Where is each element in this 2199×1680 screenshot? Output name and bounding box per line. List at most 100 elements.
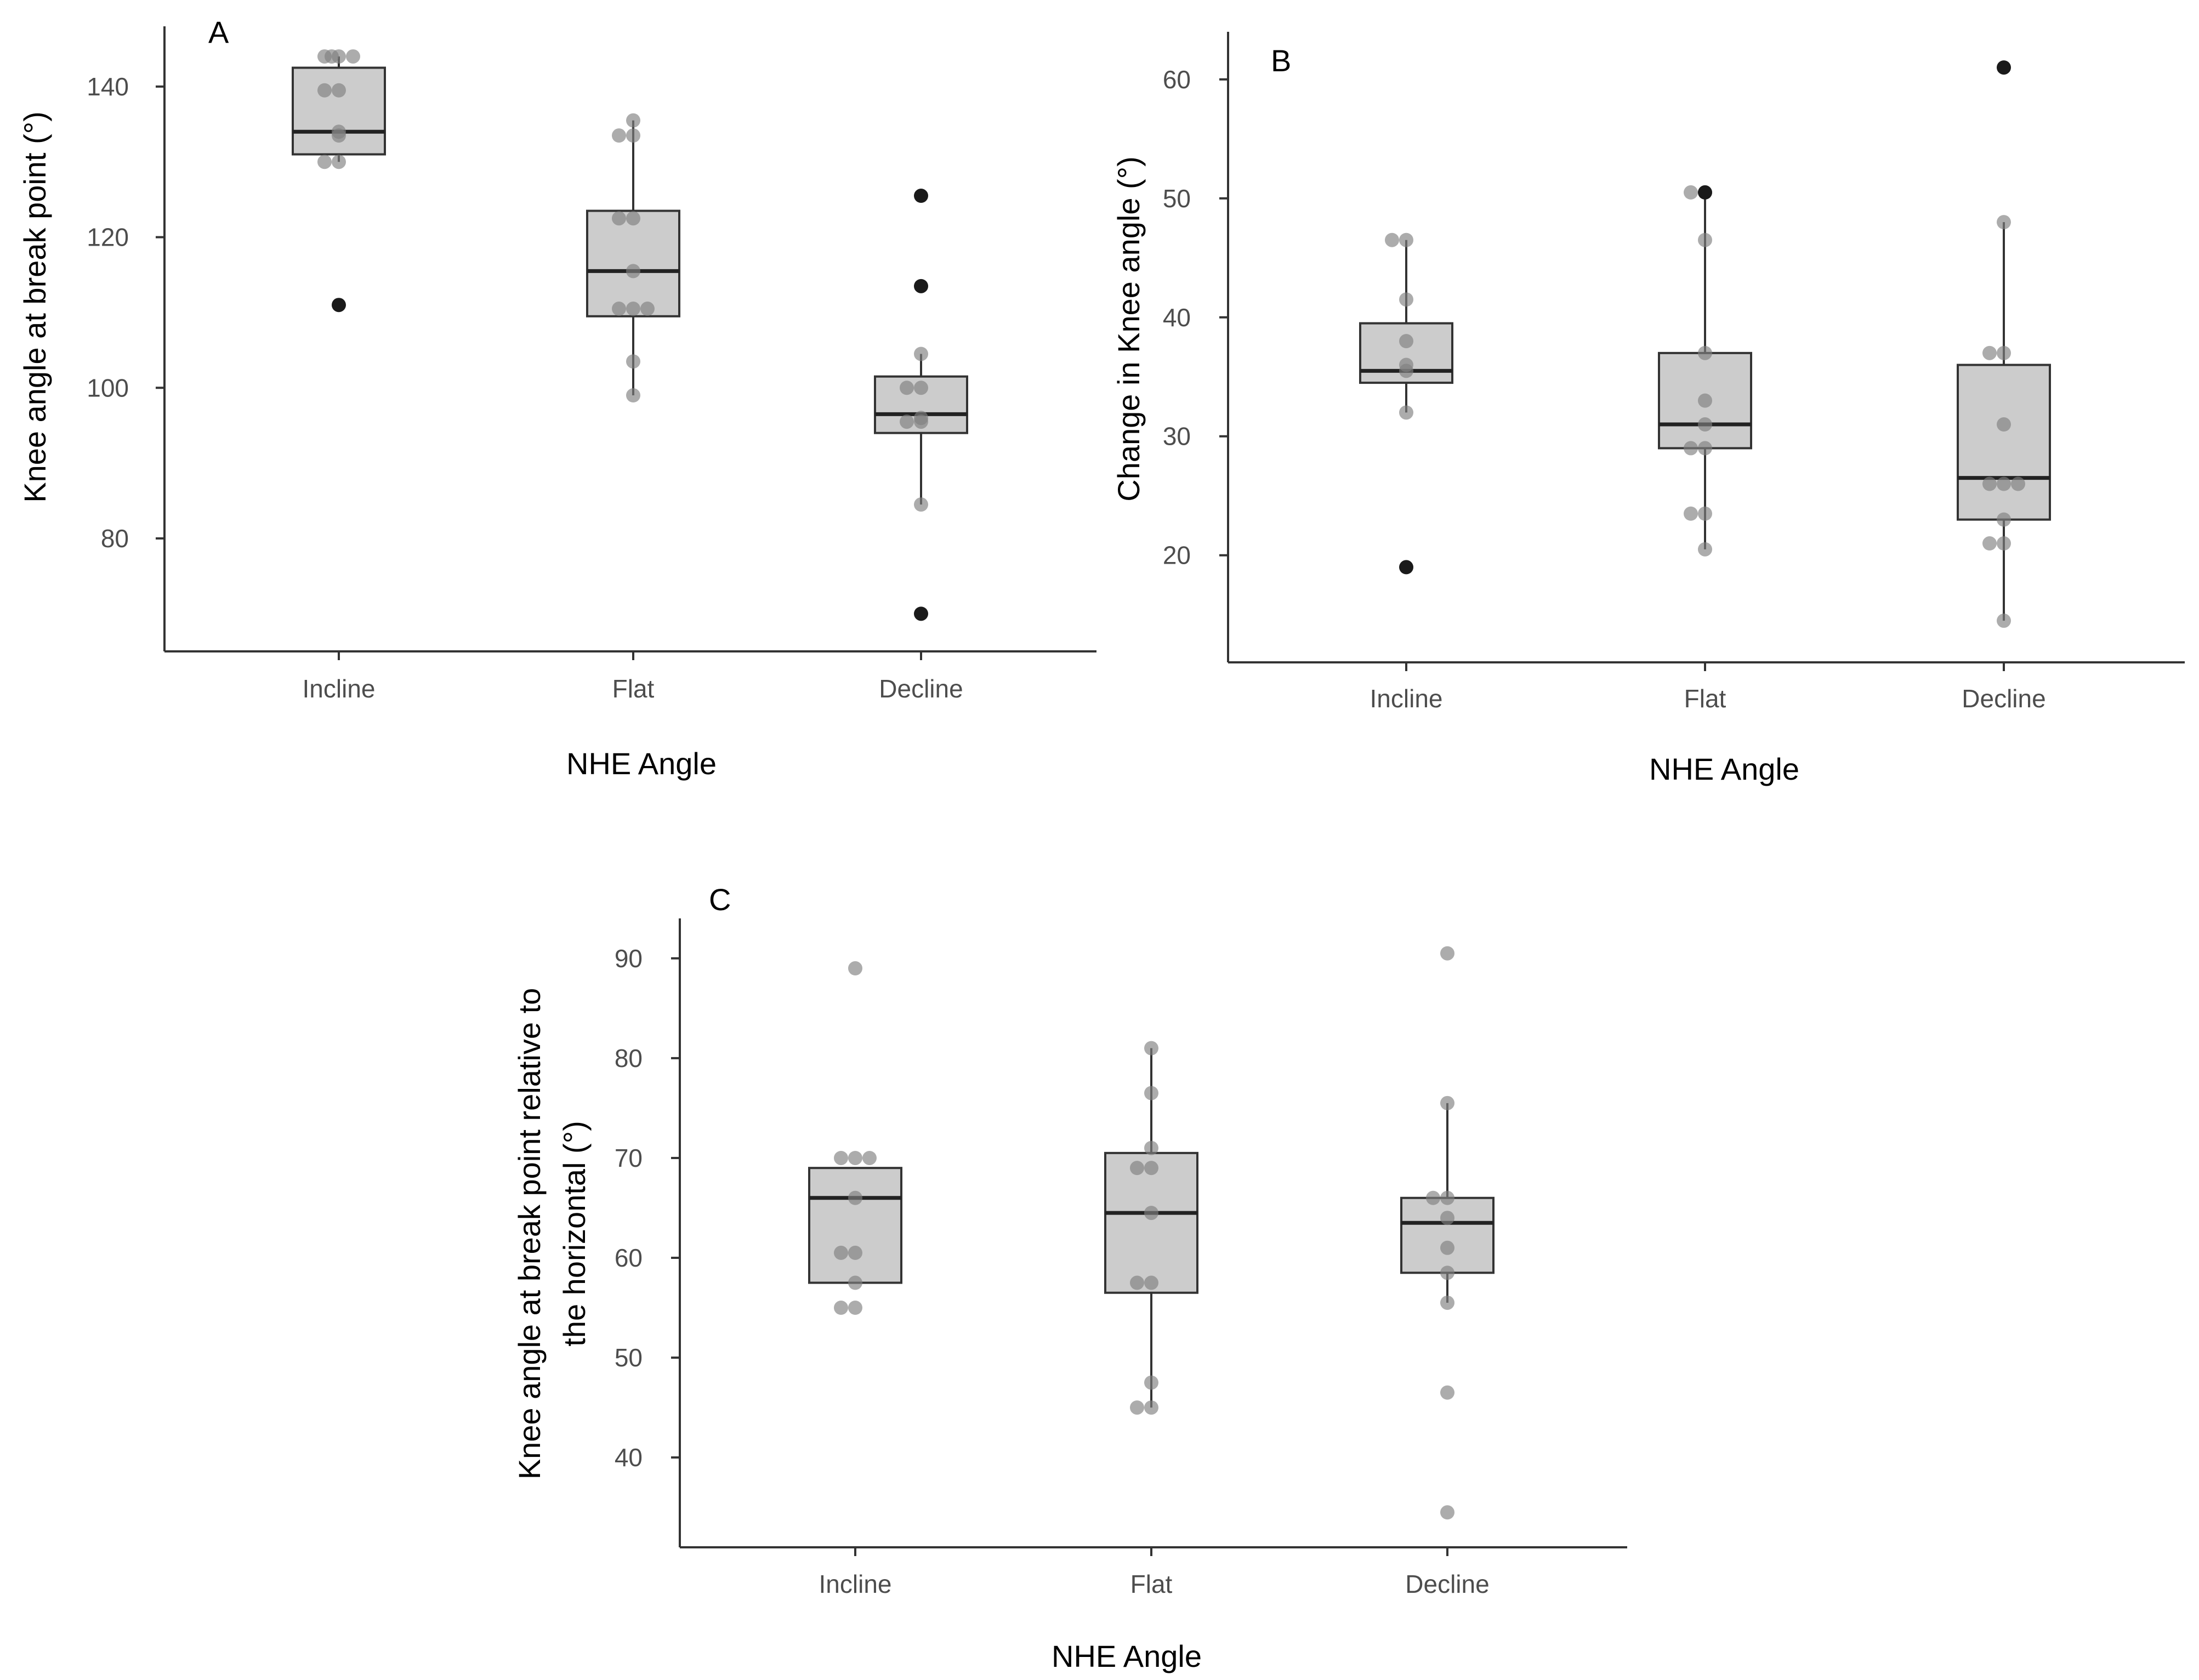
data-point — [626, 211, 640, 226]
data-point — [1399, 334, 1413, 349]
data-point — [612, 302, 626, 316]
chart-panel-c: 40 50 60 70 80 90 Incline Flat Decline C NHE Angle… — [512, 882, 1627, 1673]
x-tick-label-flat: Flat — [612, 674, 655, 703]
data-point — [640, 302, 655, 316]
data-point — [1982, 536, 1997, 551]
data-point — [332, 83, 346, 98]
data-point — [2011, 476, 2025, 491]
data-point — [1698, 232, 1712, 247]
data-point — [1399, 232, 1413, 247]
data-point — [1698, 542, 1712, 557]
data-point — [1698, 506, 1712, 521]
y-tick-label: 30 — [1163, 422, 1191, 451]
data-point — [1997, 614, 2011, 628]
y-tick-label: 80 — [101, 524, 129, 553]
data-point — [626, 302, 640, 316]
data-point — [1144, 1206, 1158, 1221]
x-tick-label-incline: Incline — [819, 1570, 892, 1598]
data-point — [626, 354, 640, 369]
data-point — [834, 1301, 848, 1315]
chart-panel-a: 80 100 120 140 Incline Flat Decline A NHE Angle K… — [18, 15, 1096, 781]
data-point — [1440, 1265, 1454, 1280]
x-axis-title: NHE Angle — [1649, 752, 1799, 786]
data-point — [612, 128, 626, 143]
box-flat — [586, 209, 680, 317]
x-tick-label-decline: Decline — [1962, 684, 2045, 713]
outlier-point — [332, 298, 346, 313]
panel-label: C — [709, 882, 731, 917]
y-axis-title-line: Change in Knee angle (°) — [1111, 156, 1146, 501]
data-point — [325, 49, 339, 64]
data-point — [848, 961, 862, 976]
data-point — [1440, 946, 1454, 961]
data-point — [317, 83, 332, 98]
y-axis-title-line: the horizontal (°) — [557, 1121, 592, 1346]
y-axis-title-line: Knee angle at break point (°) — [18, 111, 52, 503]
data-point — [332, 155, 346, 169]
data-point — [1385, 232, 1399, 247]
panel-label: B — [1271, 43, 1291, 78]
data-point — [834, 1245, 848, 1260]
data-point — [1130, 1400, 1144, 1415]
data-point — [848, 1190, 862, 1205]
data-point — [1144, 1140, 1158, 1155]
y-tick-label: 60 — [615, 1244, 643, 1272]
y-tick-label: 40 — [1163, 303, 1191, 332]
outlier-point — [914, 606, 928, 621]
y-axis-title: Knee angle at break point relative to the… — [512, 988, 592, 1480]
data-point — [1144, 1041, 1158, 1055]
data-point — [1440, 1190, 1454, 1205]
data-point — [1399, 364, 1413, 378]
y-tick-label: 50 — [1163, 184, 1191, 213]
data-point — [914, 347, 928, 361]
data-point — [848, 1275, 862, 1290]
data-point — [1130, 1275, 1144, 1290]
data-point — [346, 49, 360, 64]
data-point — [612, 211, 626, 226]
x-axis-title: NHE Angle — [1052, 1639, 1202, 1673]
data-point — [1440, 1295, 1454, 1310]
data-point — [834, 1150, 848, 1165]
data-point — [848, 1301, 862, 1315]
x-tick-label-decline: Decline — [879, 674, 963, 703]
data-point — [848, 1150, 862, 1165]
data-point — [1698, 393, 1712, 408]
y-axis-title-line: Knee angle at break point relative to — [512, 988, 547, 1480]
data-point — [848, 1245, 862, 1260]
data-point — [1698, 345, 1712, 360]
panel-label: A — [208, 15, 229, 49]
box-incline — [808, 1167, 902, 1284]
outlier-point — [914, 189, 928, 203]
data-point — [914, 497, 928, 512]
data-point — [626, 264, 640, 279]
y-tick-label: 120 — [87, 223, 129, 252]
x-tick-label-decline: Decline — [1405, 1570, 1489, 1598]
data-point — [1982, 476, 1997, 491]
data-point — [1698, 441, 1712, 456]
data-point — [1130, 1161, 1144, 1176]
data-point — [1144, 1375, 1158, 1390]
y-tick-label: 40 — [615, 1443, 643, 1472]
data-point — [626, 113, 640, 128]
y-tick-label: 60 — [1163, 65, 1191, 94]
y-axis-title: Change in Knee angle (°) — [1111, 156, 1146, 501]
outlier-point — [914, 279, 928, 293]
data-point — [332, 128, 346, 143]
data-point — [317, 155, 332, 169]
data-point — [1144, 1086, 1158, 1100]
x-tick-label-incline: Incline — [1370, 684, 1443, 713]
data-point — [1684, 441, 1698, 456]
data-point — [626, 388, 640, 403]
y-tick-label: 70 — [615, 1144, 643, 1172]
data-point — [914, 381, 928, 395]
x-axis-title: NHE Angle — [566, 746, 717, 781]
y-axis-title: Knee angle at break point (°) — [18, 111, 52, 503]
outlier-point — [1997, 60, 2011, 75]
data-point — [1997, 536, 2011, 551]
data-point — [1684, 185, 1698, 200]
data-point — [1440, 1211, 1454, 1225]
data-point — [1440, 1240, 1454, 1255]
data-point — [626, 128, 640, 143]
box-decline — [1400, 1196, 1495, 1274]
